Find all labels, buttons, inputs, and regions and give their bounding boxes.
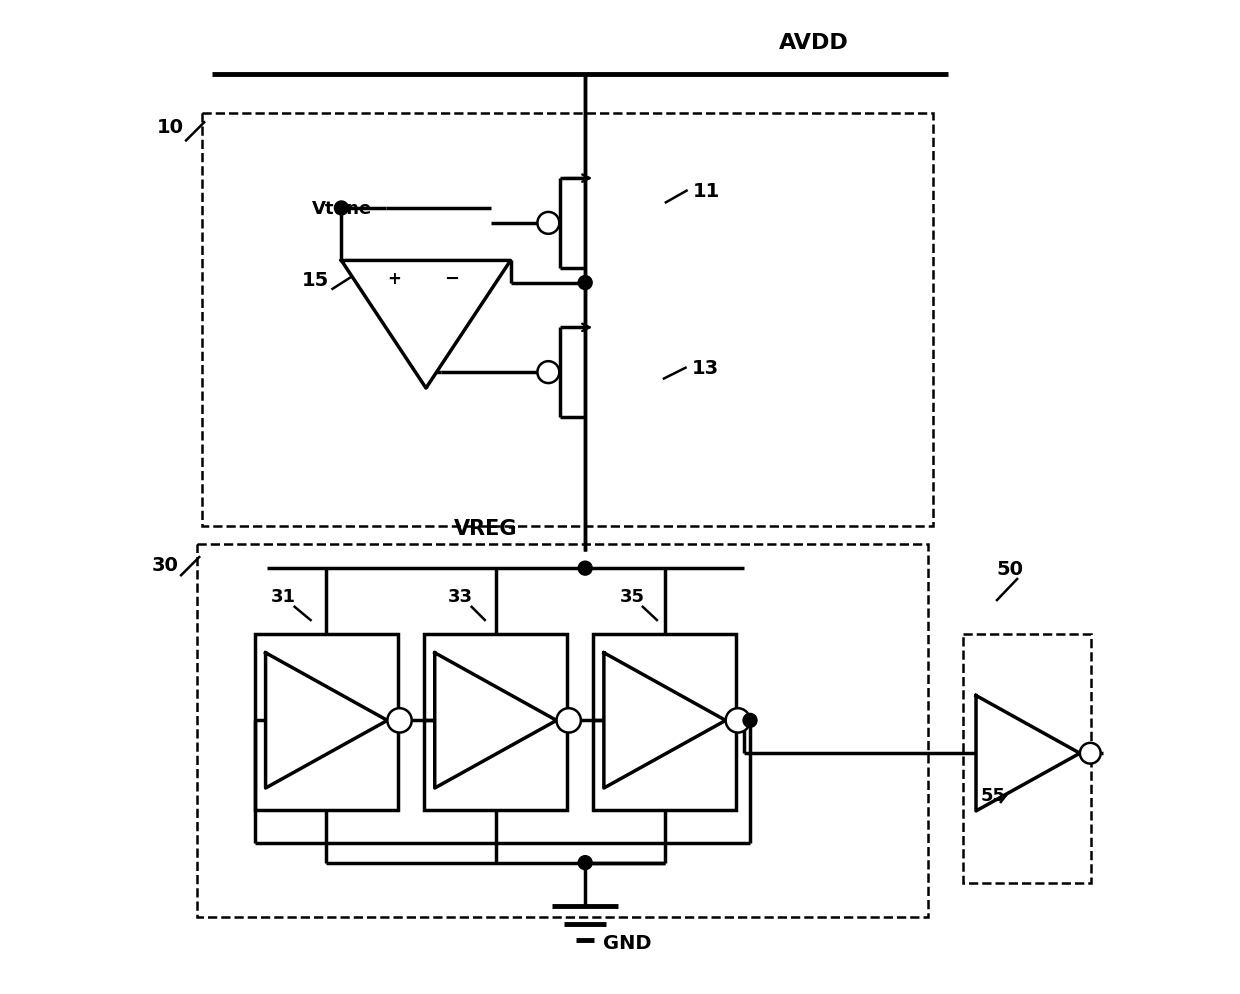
Circle shape (578, 276, 593, 290)
Text: VREG: VREG (454, 519, 517, 539)
Bar (197, 545, 929, 917)
Bar (963, 634, 1091, 883)
Text: 35: 35 (620, 587, 645, 605)
Bar (593, 634, 737, 810)
Text: 50: 50 (997, 559, 1023, 579)
Circle shape (537, 213, 559, 235)
Bar (255, 634, 398, 810)
Text: 10: 10 (156, 117, 184, 137)
Text: +: + (387, 270, 401, 288)
Circle shape (537, 362, 559, 384)
Text: 13: 13 (692, 358, 719, 378)
Polygon shape (265, 653, 387, 788)
Circle shape (743, 714, 756, 728)
Text: 11: 11 (693, 181, 720, 201)
Polygon shape (604, 653, 725, 788)
Text: 31: 31 (272, 587, 296, 605)
Text: 15: 15 (301, 270, 329, 290)
Polygon shape (341, 261, 511, 389)
Text: 30: 30 (151, 555, 179, 575)
Text: −: − (444, 270, 459, 288)
Circle shape (335, 202, 348, 216)
Circle shape (578, 856, 593, 870)
Text: 33: 33 (449, 587, 474, 605)
Circle shape (578, 562, 593, 576)
Polygon shape (976, 696, 1080, 811)
Polygon shape (435, 653, 557, 788)
Circle shape (387, 709, 412, 733)
Circle shape (1080, 744, 1101, 763)
Circle shape (725, 709, 750, 733)
Text: AVDD: AVDD (779, 33, 849, 53)
Bar (424, 634, 567, 810)
Circle shape (557, 709, 580, 733)
Text: Vtune: Vtune (311, 200, 372, 218)
Text: 55: 55 (981, 786, 1006, 804)
Bar (202, 114, 934, 527)
Text: GND: GND (603, 932, 651, 952)
